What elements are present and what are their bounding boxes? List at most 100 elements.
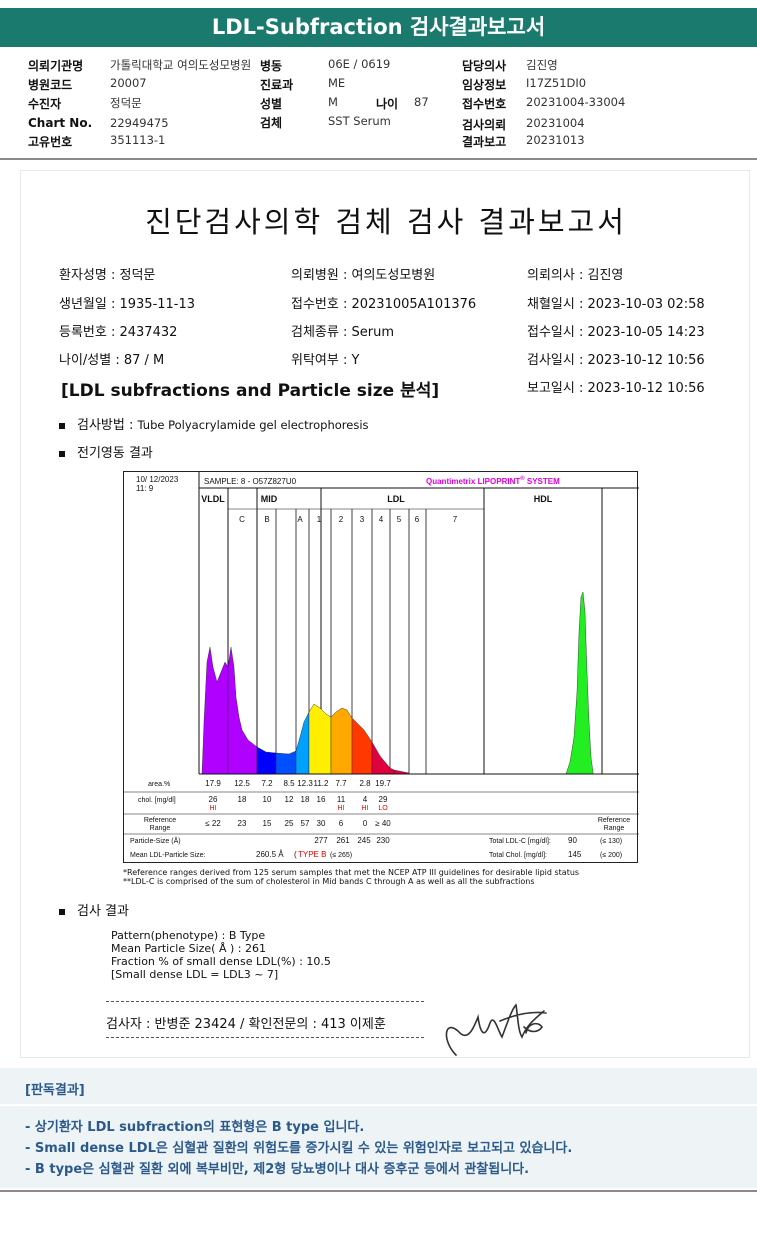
chol-value: 11	[337, 795, 346, 804]
mean-size-value: 260.5 Å	[256, 850, 284, 859]
flag-label: HI	[338, 805, 345, 812]
band-label: B	[264, 515, 269, 524]
ref-value: 30	[317, 819, 326, 828]
electrophoresis-peak	[308, 703, 332, 775]
total-ldl-ref: (≤ 130)	[600, 838, 622, 845]
info-label: 병원코드	[28, 78, 73, 92]
particle-size-value: 245	[357, 836, 371, 845]
field-doctor: 의뢰의사 : 김진영	[527, 268, 624, 283]
field-draw-time: 채혈일시 : 2023-10-03 02:58	[527, 297, 705, 312]
bullet-dot	[59, 450, 65, 457]
chol-value: 16	[317, 795, 326, 804]
report-header-title: LDL-Subfraction 검사결과보고서	[0, 8, 757, 47]
chol-value: 12	[285, 795, 294, 804]
info-label: 나이	[376, 97, 399, 111]
band-label: 2	[339, 515, 344, 524]
area-value: 17.9	[205, 779, 221, 788]
mean-size-type: TYPE B	[298, 850, 326, 859]
electrophoresis-peak	[256, 746, 277, 775]
info-label: 검사의뢰	[462, 118, 507, 132]
electrophoresis-peak	[201, 646, 229, 775]
result-line: Pattern(phenotype) : B Type	[111, 929, 266, 942]
row-label-particle: Particle-Size (Å)	[130, 836, 181, 845]
info-value: 22949475	[110, 116, 169, 130]
bullet-dot	[59, 422, 65, 429]
group-label: VLDL	[201, 494, 225, 504]
flag-label: HI	[210, 805, 217, 812]
field-specimen: 검체종류 : Serum	[291, 325, 394, 340]
total-ldl-label: Total LDL-C [mg/dl]:	[489, 838, 551, 845]
method-bullet: 검사방법 : Tube Polyacrylamide gel electroph…	[59, 414, 369, 433]
interpretation-title: [판독결과]	[25, 1083, 85, 1098]
section-title: [LDL subfractions and Particle size 분석]	[61, 381, 440, 401]
row-label-chol: chol. [mg/dl]	[138, 797, 176, 804]
band-label: 5	[397, 515, 402, 524]
info-label: 고유번호	[28, 135, 73, 149]
method-value: Tube Polyacrylamide gel electrophoresis	[137, 418, 369, 432]
row-label-area: area.%	[148, 781, 170, 788]
info-value: I17Z51DI0	[526, 76, 587, 90]
area-value: 8.5	[283, 779, 295, 788]
info-value: 351113-1	[110, 133, 166, 147]
band-label: 7	[453, 515, 458, 524]
field-hospital: 의뢰병원 : 여의도성모병원	[291, 268, 436, 283]
result-label: 검사 결과	[77, 904, 129, 919]
result-text: Pattern(phenotype) : B Type Mean Particl…	[111, 929, 331, 981]
particle-size-value: 230	[376, 836, 390, 845]
field-test-time: 검사일시 : 2023-10-12 10:56	[527, 353, 705, 368]
info-value: SST Serum	[328, 114, 391, 128]
info-label: 담당의사	[462, 59, 507, 73]
footnote: *Reference ranges derived from 125 serum…	[123, 868, 580, 877]
info-value: 20007	[110, 76, 147, 90]
interpretation-line: - 상기환자 LDL subfraction의 표현형은 B type 입니다.	[25, 1120, 365, 1135]
ref-value: ≥ 40	[375, 819, 391, 828]
chol-value: 18	[238, 795, 247, 804]
electrophoresis-peak	[371, 741, 395, 775]
chart-brand: Quantimetrix LIPOPRINT® SYSTEM	[426, 475, 560, 486]
info-label: 의뢰기관명	[28, 59, 84, 73]
ref-value: 25	[285, 819, 294, 828]
total-chol-ref: (≤ 200)	[600, 852, 622, 859]
band-label: 3	[360, 515, 365, 524]
info-value: 20231004-33004	[526, 95, 626, 109]
lab-report-document: 진단검사의학 검체 검사 결과보고서 환자성명 : 정덕문 의뢰병원 : 여의도…	[20, 170, 750, 1058]
signature-rule	[106, 1037, 424, 1038]
area-value: 2.8	[359, 779, 371, 788]
info-label: 성별	[260, 97, 283, 111]
electrophoresis-peak	[330, 707, 353, 775]
flag-label: LO	[378, 805, 388, 812]
band-label: A	[297, 515, 303, 524]
report-title: 진단검사의학 검체 검사 결과보고서	[145, 205, 627, 239]
group-label: MID	[261, 494, 278, 504]
field-birth: 생년월일 : 1935-11-13	[59, 297, 196, 312]
electrophoresis-peak	[227, 646, 258, 775]
band-label: 1	[317, 515, 322, 524]
row-label-ref: Range	[150, 825, 171, 832]
field-reg-no: 등록번호 : 2437432	[59, 325, 178, 340]
footnote: **LDL-C is comprised of the sum of chole…	[123, 877, 535, 886]
info-label: Chart No.	[28, 116, 93, 130]
total-chol-value: 145	[568, 850, 582, 859]
info-label: 병동	[260, 59, 283, 73]
chol-value: 26	[209, 795, 218, 804]
info-label: 수진자	[28, 97, 62, 111]
divider	[0, 1104, 757, 1106]
interpretation-line: - Small dense LDL은 심혈관 질환의 위험도를 증가시킬 수 있…	[25, 1141, 573, 1156]
area-value: 12.5	[234, 779, 250, 788]
info-value: 20231013	[526, 133, 585, 147]
chol-value: 18	[301, 795, 310, 804]
field-age-sex: 나이/성별 : 87 / M	[59, 353, 165, 368]
area-value: 12.3	[297, 779, 313, 788]
ref-side-label: Range	[604, 825, 625, 832]
divider	[0, 1190, 757, 1192]
chart-sample: SAMPLE: 8 - O57Z827U0	[204, 477, 297, 486]
divider	[0, 158, 757, 160]
area-value: 19.7	[375, 779, 391, 788]
field-outsourced: 위탁여부 : Y	[291, 353, 360, 368]
row-label-mean: Mean LDL-Particle Size:	[130, 852, 206, 859]
info-value: 김진영	[526, 58, 558, 72]
result-bullet: 검사 결과	[59, 900, 129, 919]
particle-size-value: 277	[314, 836, 328, 845]
row-label-ref: Reference	[144, 817, 176, 824]
